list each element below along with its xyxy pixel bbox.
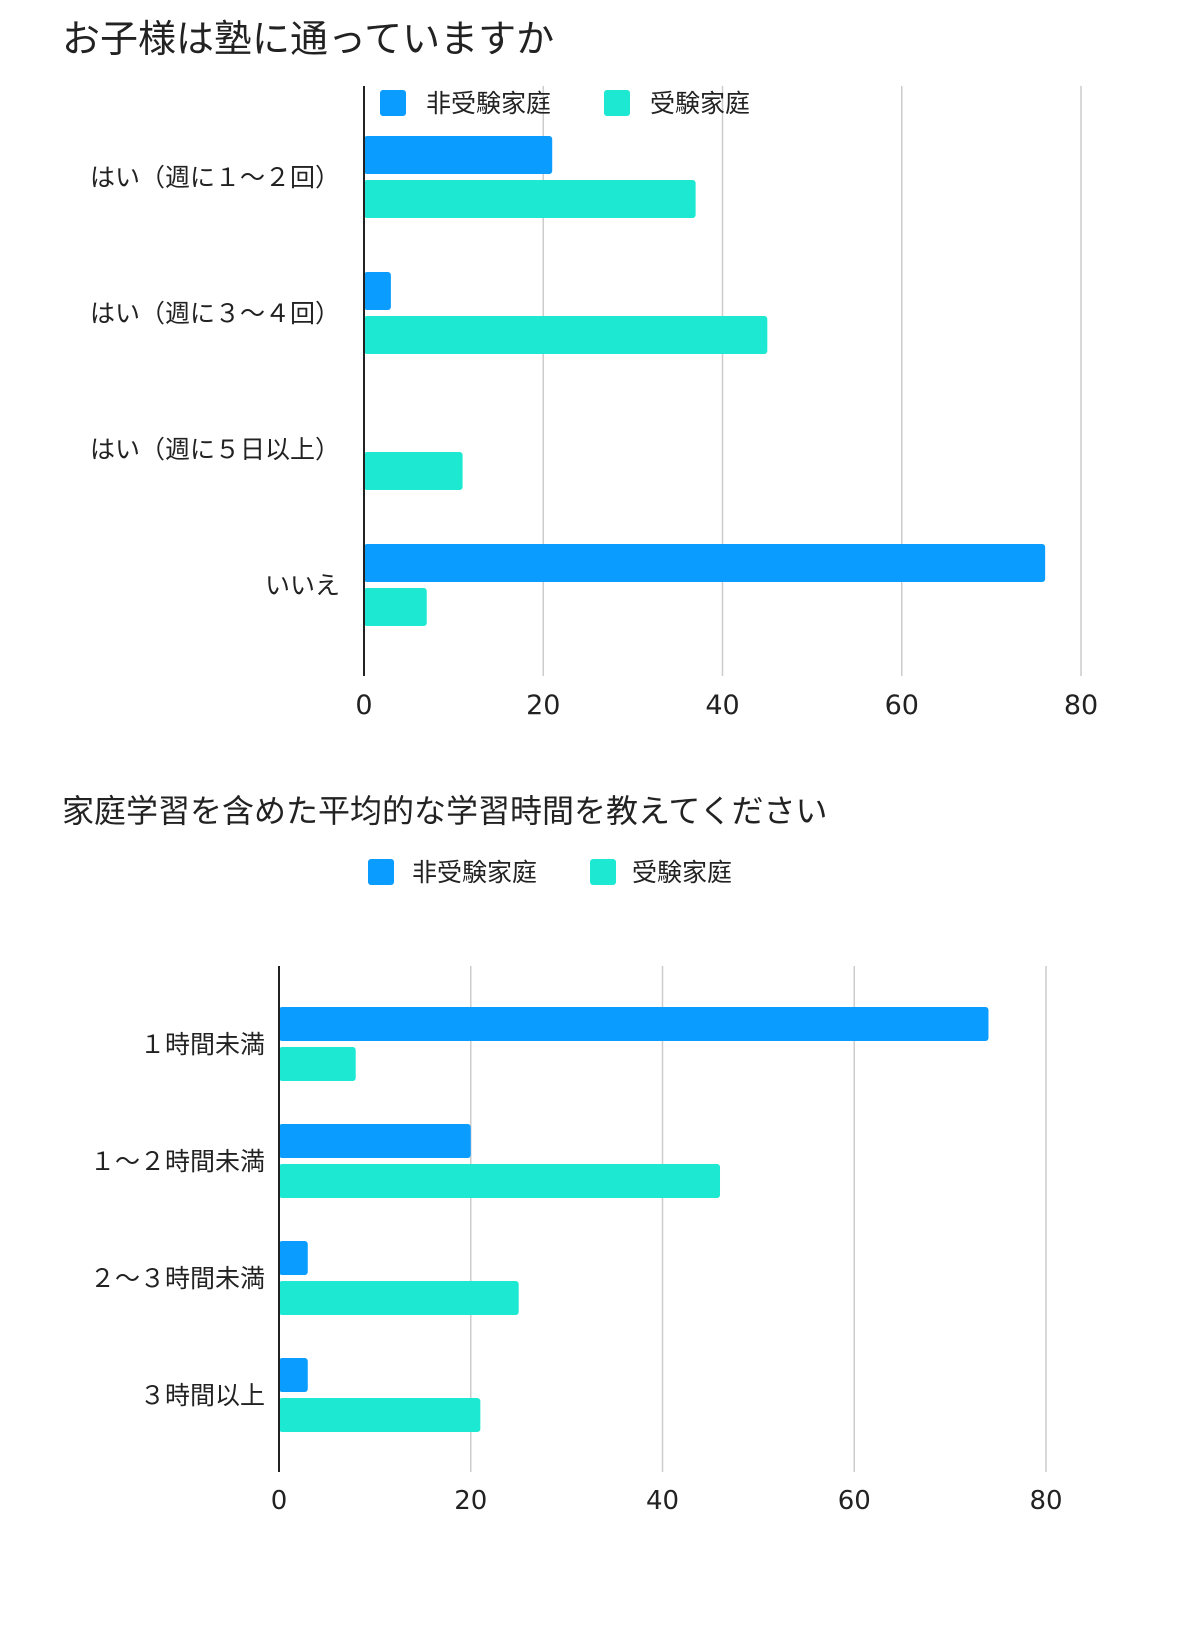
chart-study-time: 家庭学習を含めた平均的な学習時間を教えてください 0 20 40 60 80 １時間未満 １…	[62, 792, 1063, 1516]
chart-title: お子様は塾に通っていますか	[62, 17, 554, 61]
x-tick-label: 20	[526, 690, 560, 721]
x-tick-label: 40	[646, 1486, 679, 1516]
x-tick-label: 80	[1064, 690, 1098, 721]
category-label: ２～３時間未満	[90, 1264, 265, 1293]
bar-exam	[364, 316, 768, 354]
legend-swatch	[590, 859, 616, 885]
bar-exam	[364, 452, 463, 490]
x-tick-label: 80	[1029, 1486, 1062, 1516]
chart-title: 家庭学習を含めた平均的な学習時間を教えてください	[62, 792, 827, 830]
category-label: いいえ	[265, 571, 340, 600]
category-label: はい（週に１～２回）	[90, 163, 340, 192]
bar-exam	[279, 1281, 519, 1315]
category-label: ３時間以上	[140, 1381, 265, 1410]
bar-non-exam	[364, 544, 1046, 582]
legend-label: 受験家庭	[650, 89, 750, 118]
x-tick-label: 60	[838, 1486, 871, 1516]
x-tick-label: 60	[885, 690, 919, 721]
legend-label: 非受験家庭	[426, 89, 551, 118]
legend-label: 受験家庭	[632, 858, 732, 887]
legend-swatch	[380, 90, 406, 116]
category-label: はい（週に３～４回）	[90, 299, 340, 328]
x-tick-label: 0	[271, 1486, 288, 1516]
x-tick-label: 20	[454, 1486, 487, 1516]
bar-non-exam	[364, 272, 391, 310]
category-label: １時間未満	[140, 1030, 265, 1059]
x-tick-label: 0	[355, 690, 372, 721]
category-label: はい（週に５日以上）	[90, 435, 340, 464]
bar-non-exam	[279, 1358, 308, 1392]
bar-non-exam	[279, 1007, 989, 1041]
legend-swatch	[368, 859, 394, 885]
bar-exam	[364, 180, 696, 218]
bar-exam	[279, 1164, 721, 1198]
chart-juku-attendance: お子様は塾に通っていますか 0 20 40 60 80 はい（週に１～２回） はい（週に３～…	[62, 17, 1098, 721]
bar-non-exam	[364, 136, 553, 174]
bar-exam	[279, 1398, 481, 1432]
bar-exam	[279, 1047, 356, 1081]
legend-label: 非受験家庭	[412, 858, 537, 887]
bar-non-exam	[279, 1241, 308, 1275]
legend-swatch	[604, 90, 630, 116]
category-label: １～２時間未満	[90, 1147, 265, 1176]
bar-non-exam	[279, 1124, 471, 1158]
bar-exam	[364, 588, 427, 626]
x-tick-label: 40	[705, 690, 739, 721]
